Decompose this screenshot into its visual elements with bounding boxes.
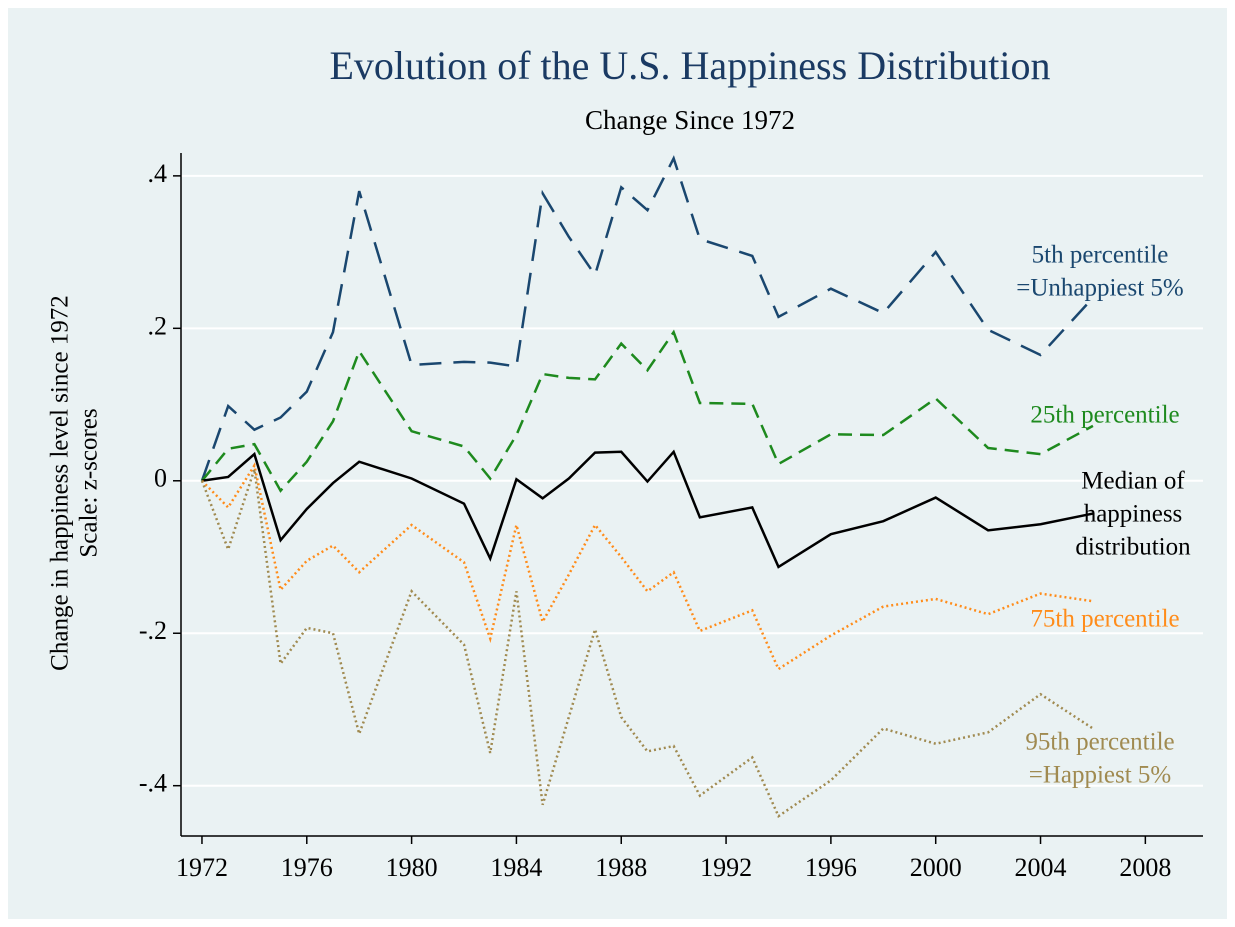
series-label: happiness [1084, 501, 1183, 528]
series-line [201, 449, 1094, 569]
x-tick-label: 2000 [910, 853, 962, 882]
chart-title: Evolution of the U.S. Happiness Distribu… [329, 43, 1050, 88]
series-line [201, 462, 1094, 671]
y-axis-label: Scale: z-scores [76, 408, 103, 557]
series-label: distribution [1075, 534, 1191, 561]
series-label: Median of [1081, 468, 1185, 495]
series-label: 75th percentile [1030, 606, 1179, 633]
y-tick-label: -.2 [139, 616, 167, 645]
x-tick-label: 1980 [386, 853, 438, 882]
series-label: =Unhappiest 5% [1016, 275, 1184, 302]
y-tick-label: 0 [154, 464, 167, 493]
series-label: 95th percentile [1025, 729, 1174, 756]
y-axis-label: Change in happiness level since 1972 [47, 295, 74, 671]
x-tick-label: 1988 [595, 853, 647, 882]
y-tick-label: .4 [148, 159, 168, 188]
x-tick-label: 1984 [490, 853, 542, 882]
series-label: 25th percentile [1030, 402, 1179, 429]
series-label: =Happiest 5% [1029, 762, 1172, 789]
background [8, 8, 1227, 919]
series-label: 5th percentile [1032, 242, 1169, 269]
series-line [200, 155, 1094, 482]
x-tick-label: 2004 [1015, 853, 1067, 882]
x-tick-label: 1996 [805, 853, 857, 882]
chart-subtitle: Change Since 1972 [585, 105, 795, 135]
x-tick-label: 1992 [700, 853, 752, 882]
x-tick-label: 2008 [1119, 853, 1171, 882]
x-tick-label: 1976 [281, 853, 333, 882]
y-tick-label: -.4 [139, 769, 167, 798]
y-tick-label: .2 [148, 311, 168, 340]
series-line [200, 468, 1094, 819]
x-tick-label: 1972 [176, 853, 228, 882]
